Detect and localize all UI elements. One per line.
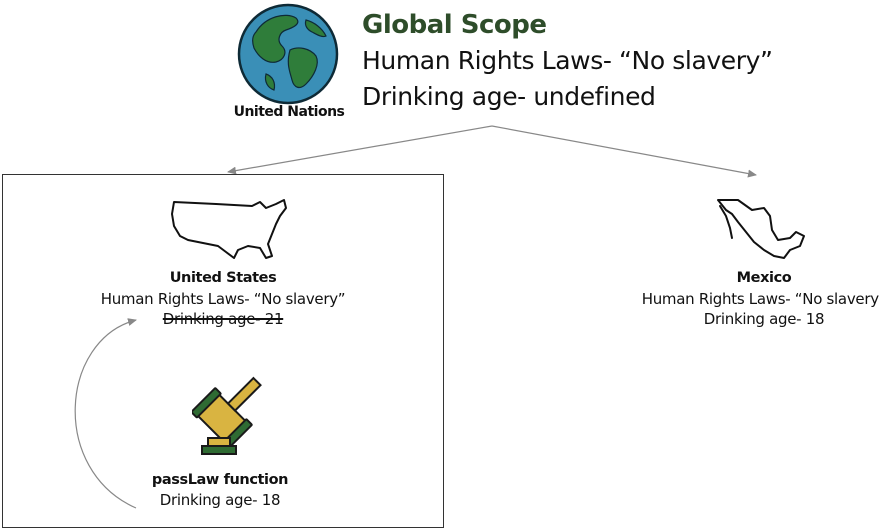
usa-map-icon: [171, 199, 287, 259]
us-name: United States: [169, 270, 277, 286]
global-scope-title: Global Scope: [362, 10, 547, 40]
us-human-rights-law: Human Rights Laws- “No slavery”: [100, 290, 346, 308]
passlaw-name: passLaw function: [151, 472, 289, 488]
mexico-human-rights-law: Human Rights Laws- “No slavery”: [641, 290, 880, 308]
passlaw-drinking-age: Drinking age- 18: [159, 491, 281, 509]
mexico-drinking-age: Drinking age- 18: [703, 310, 825, 328]
global-to-mexico-arrow: [491, 125, 757, 178]
globe-icon: [237, 3, 339, 105]
mexico-name: Mexico: [736, 270, 792, 286]
global-to-us-arrow: [227, 125, 493, 175]
passlaw-to-us-arrow: [74, 318, 137, 509]
gavel-icon: [192, 376, 262, 455]
us-drinking-age: Drinking age- 21: [162, 310, 284, 328]
united-states-scope-box: [2, 174, 444, 528]
global-human-rights-law: Human Rights Laws- “No slavery”: [362, 46, 773, 75]
global-drinking-age: Drinking age- undefined: [362, 82, 656, 111]
org-label: United Nations: [233, 104, 345, 120]
mexico-map-icon: [717, 199, 805, 259]
